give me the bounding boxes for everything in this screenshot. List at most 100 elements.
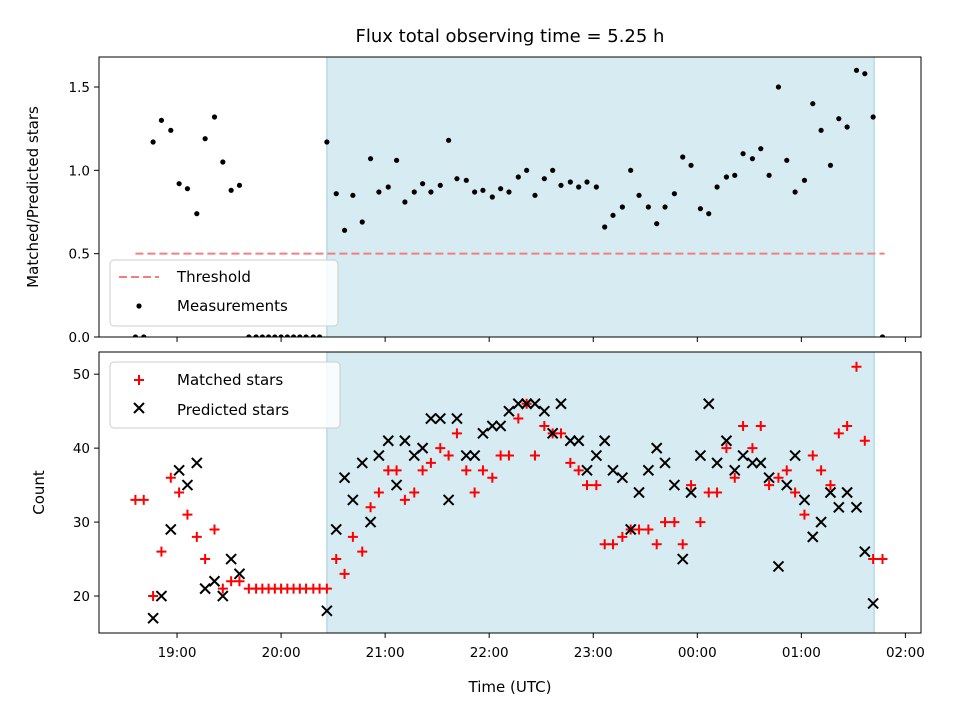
measurement-point bbox=[784, 157, 790, 163]
matched-star-point bbox=[729, 472, 740, 483]
measurement-point bbox=[472, 189, 478, 195]
predicted-star-point bbox=[468, 449, 481, 462]
matched-star-point bbox=[487, 472, 498, 483]
x-tick-label: 23:00 bbox=[574, 645, 613, 661]
measurement-point bbox=[818, 127, 824, 133]
measurement-point bbox=[740, 151, 746, 157]
matched-star-point bbox=[686, 480, 697, 491]
y-tick-label: 30 bbox=[73, 515, 90, 531]
predicted-star-point bbox=[651, 442, 663, 454]
measurement-point bbox=[278, 334, 284, 337]
measurement-point bbox=[393, 157, 400, 163]
predicted-star-point bbox=[451, 412, 463, 425]
measurement-point bbox=[732, 172, 738, 178]
predicted-star-point bbox=[807, 531, 819, 543]
predicted-star-point bbox=[390, 479, 403, 491]
measurement-point bbox=[636, 192, 642, 198]
measurement-point bbox=[723, 174, 730, 180]
measurement-point bbox=[266, 334, 272, 337]
measurement-point bbox=[697, 206, 704, 212]
measurement-point bbox=[150, 139, 156, 145]
matched-star-point bbox=[851, 361, 862, 372]
predicted-star-point bbox=[225, 553, 237, 565]
matched-star-point bbox=[148, 591, 159, 602]
predicted-star-point bbox=[798, 494, 811, 506]
measurement-point bbox=[619, 204, 625, 210]
series-matched-stars bbox=[130, 361, 888, 602]
predicted-star-point bbox=[155, 590, 168, 602]
measurement-point bbox=[385, 184, 391, 190]
measurement-point bbox=[411, 189, 417, 195]
predicted-star-point bbox=[859, 545, 871, 558]
measurement-point bbox=[324, 139, 330, 145]
y-tick-label: 20 bbox=[73, 589, 90, 605]
legend-box bbox=[109, 259, 339, 327]
measurement-point bbox=[584, 179, 590, 185]
matched-star-point bbox=[138, 494, 149, 505]
measurement-point bbox=[680, 154, 686, 160]
measurement-point bbox=[489, 194, 495, 200]
predicted-star-point bbox=[460, 449, 473, 462]
predicted-star-point bbox=[503, 405, 515, 417]
matched-star-point bbox=[773, 472, 784, 483]
x-tick-label: 19:00 bbox=[158, 645, 197, 661]
matched-star-point bbox=[807, 450, 818, 461]
measurement-point bbox=[246, 334, 252, 337]
measurement-point bbox=[367, 156, 374, 162]
measurement-point bbox=[253, 334, 259, 337]
measurement-point bbox=[879, 334, 886, 337]
matched-star-point bbox=[503, 450, 514, 461]
matched-star-point bbox=[755, 420, 766, 431]
legend: Matched stars Predicted stars bbox=[109, 361, 341, 429]
measurement-point bbox=[844, 124, 850, 130]
measurement-point bbox=[688, 162, 694, 168]
predicted-star-point bbox=[581, 464, 593, 477]
predicted-star-point bbox=[755, 457, 767, 469]
measurement-point bbox=[290, 334, 297, 337]
predicted-star-point bbox=[633, 486, 645, 499]
y-tick-label: 1.5 bbox=[69, 80, 90, 96]
predicted-star-point bbox=[737, 449, 749, 462]
predicted-star-point bbox=[685, 486, 697, 499]
measurement-point bbox=[437, 182, 443, 188]
measurement-point bbox=[558, 182, 564, 188]
y-tick-label: 0.5 bbox=[69, 247, 90, 263]
predicted-star-point bbox=[546, 427, 559, 440]
matched-star-point bbox=[660, 517, 671, 528]
matched-star-point bbox=[738, 420, 749, 431]
measurement-point bbox=[132, 334, 139, 337]
predicted-star-point bbox=[181, 479, 194, 491]
measurement-point bbox=[220, 159, 226, 165]
measurement-point bbox=[576, 184, 582, 190]
matched-star-point bbox=[409, 487, 420, 498]
predicted-star-point bbox=[208, 575, 221, 587]
predicted-star-point bbox=[538, 405, 551, 417]
predicted-star-point bbox=[642, 464, 655, 477]
matched-star-point bbox=[182, 509, 193, 520]
measurement-point bbox=[350, 192, 356, 198]
matched-star-point bbox=[651, 539, 662, 550]
measurement-point bbox=[284, 334, 290, 337]
matched-star-point bbox=[695, 517, 706, 528]
predicted-star-point bbox=[529, 398, 541, 410]
predicted-star-point bbox=[659, 457, 671, 469]
matched-star-point bbox=[868, 554, 879, 565]
measurement-point bbox=[176, 181, 182, 187]
predicted-star-point bbox=[356, 457, 368, 469]
predicted-star-point bbox=[486, 420, 499, 432]
matched-star-point bbox=[799, 509, 810, 520]
predicted-star-point bbox=[867, 597, 879, 610]
legend-label-measurements: Measurements bbox=[177, 297, 288, 315]
predicted-star-point bbox=[147, 612, 159, 624]
measurement-point bbox=[671, 191, 678, 197]
x-tick-label: 01:00 bbox=[782, 645, 821, 661]
predicted-star-point bbox=[624, 523, 637, 536]
predicted-star-point bbox=[598, 435, 611, 447]
measurement-point bbox=[463, 177, 469, 183]
predicted-star-point bbox=[165, 523, 177, 536]
matched-star-point bbox=[435, 443, 446, 454]
predicted-star-point bbox=[512, 398, 525, 410]
matched-star-point bbox=[529, 450, 540, 461]
axes-frame bbox=[98, 351, 922, 634]
measurement-point bbox=[801, 177, 808, 183]
